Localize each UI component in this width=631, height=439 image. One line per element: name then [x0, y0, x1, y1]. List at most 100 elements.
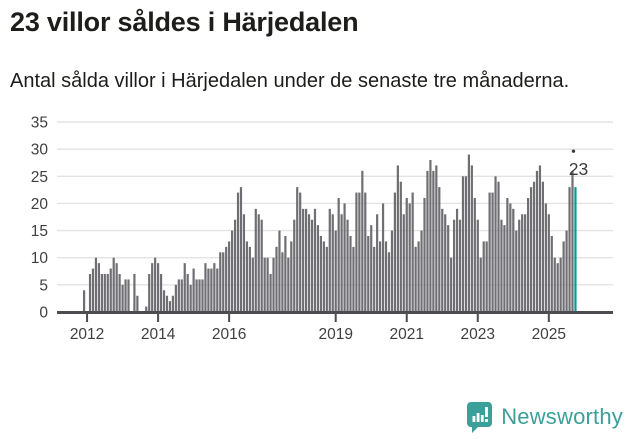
- bar: [296, 187, 299, 312]
- bar: [254, 208, 257, 312]
- bar: [195, 279, 198, 312]
- bar: [494, 176, 497, 312]
- latest-value-label: 23: [569, 159, 588, 179]
- bar: [346, 219, 349, 312]
- bar: [361, 170, 364, 312]
- newsworthy-brand-link[interactable]: Newsworthy: [465, 400, 623, 433]
- bar: [177, 279, 180, 312]
- bar: [381, 203, 385, 312]
- bar: [497, 181, 500, 312]
- x-axis-tick-label: 2012: [70, 326, 104, 343]
- bar: [417, 241, 420, 312]
- icon-exclamation-stem: [485, 407, 489, 417]
- bar: [343, 203, 346, 312]
- bar: [384, 241, 388, 312]
- bar: [103, 273, 106, 312]
- bar: [352, 246, 355, 312]
- bar: [290, 241, 293, 312]
- bar: [429, 159, 432, 312]
- y-axis-tick-label: 5: [39, 277, 48, 294]
- bar: [216, 268, 219, 312]
- page-title: 23 villor såldes i Härjedalen: [10, 7, 359, 37]
- bar: [162, 290, 166, 312]
- bar: [390, 230, 394, 312]
- icon-exclamation-dot: [485, 419, 489, 422]
- bar: [399, 181, 402, 312]
- bar: [278, 230, 281, 312]
- icon-bar-2: [476, 413, 480, 422]
- bar: [284, 235, 287, 312]
- bar: [305, 208, 308, 312]
- bar: [210, 268, 213, 312]
- bar: [157, 263, 160, 312]
- bar: [482, 241, 485, 312]
- bar: [106, 273, 109, 312]
- bar: [479, 257, 482, 312]
- y-axis-tick-label: 30: [31, 142, 49, 159]
- bar: [538, 165, 542, 312]
- bar: [426, 170, 429, 312]
- bar: [562, 241, 565, 312]
- bar: [441, 208, 444, 312]
- chart-subtitle: Antal sålda villor i Härjedalen under de…: [10, 70, 570, 92]
- bar: [447, 225, 450, 312]
- bar: [204, 263, 207, 312]
- y-axis-tick-label: 10: [31, 250, 49, 267]
- bar: [127, 279, 130, 312]
- bar: [183, 263, 186, 312]
- bar: [136, 295, 139, 312]
- bar: [97, 263, 100, 312]
- bar: [263, 257, 266, 312]
- bar: [405, 197, 408, 312]
- y-axis-tick-label: 25: [31, 169, 48, 186]
- bar: [115, 263, 118, 312]
- bar: [532, 181, 536, 312]
- bar: [94, 257, 98, 312]
- bar: [476, 219, 479, 312]
- bar: [367, 235, 370, 312]
- bar: [287, 257, 290, 312]
- bar: [432, 170, 435, 312]
- bar: [189, 284, 192, 312]
- bar: [121, 284, 124, 312]
- x-axis-tick-label: 2023: [461, 326, 495, 343]
- bar: [506, 197, 509, 312]
- bar: [515, 230, 518, 312]
- bar: [464, 176, 468, 312]
- bar: [124, 279, 127, 312]
- bar: [281, 252, 284, 312]
- bar: [535, 170, 539, 312]
- bar: [100, 273, 103, 312]
- bar: [571, 170, 574, 312]
- x-axis-tick-label: 2014: [141, 326, 176, 343]
- icon-bar-1: [472, 416, 476, 422]
- bar: [242, 214, 246, 312]
- bar: [322, 241, 325, 312]
- bar: [272, 257, 275, 312]
- bar: [553, 257, 556, 312]
- brand-wordmark: Newsworthy: [501, 403, 623, 429]
- y-axis-tick-label: 15: [31, 223, 48, 240]
- bar: [355, 192, 358, 312]
- bar: [207, 268, 210, 312]
- bar: [518, 219, 521, 312]
- bar: [527, 197, 530, 312]
- bar: [485, 241, 488, 312]
- bar: [450, 257, 453, 312]
- bar: [228, 241, 231, 312]
- bar: [236, 192, 240, 312]
- bar: [568, 187, 571, 312]
- bar: [393, 192, 396, 312]
- bar: [269, 273, 272, 312]
- bar: [470, 165, 473, 312]
- bar: [467, 154, 470, 312]
- bar: [340, 214, 343, 312]
- bar: [159, 273, 163, 312]
- bar: [473, 197, 476, 312]
- y-axis-tick-label: 0: [39, 305, 48, 322]
- bar: [349, 235, 352, 312]
- x-axis-line: [57, 311, 613, 314]
- bar: [198, 279, 201, 312]
- bar: [219, 252, 222, 312]
